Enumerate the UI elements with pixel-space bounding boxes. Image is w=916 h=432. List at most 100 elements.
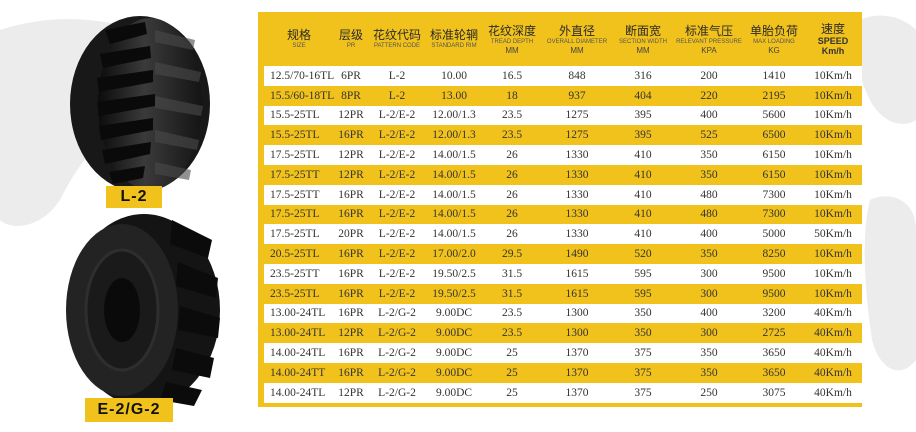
cell-ply: 20PR <box>338 228 364 241</box>
cell-pressure: 350 <box>700 347 718 360</box>
cell-size: 15.5-25TL <box>270 109 320 122</box>
cell-size: 15.5-25TL <box>270 129 320 142</box>
cell-pressure: 480 <box>700 208 718 221</box>
cell-depth: 31.5 <box>501 287 523 300</box>
l2-label: L-2 <box>106 186 162 208</box>
cell-rim: 9.00DC <box>435 386 473 399</box>
cell-diameter: 1615 <box>565 267 589 280</box>
cell-pattern: L-2/G-2 <box>378 347 416 360</box>
table-row: 13.00-24TL 16PR L-2/G-2 9.00DC 23.5 1300 350 40… <box>264 303 862 324</box>
cell-rim: 12.00/1.3 <box>432 129 476 142</box>
cell-load: 2725 <box>762 327 786 340</box>
cell-ply: 16PR <box>338 267 364 280</box>
cell-speed: 10Km/h <box>814 208 852 221</box>
cell-speed: 10Km/h <box>814 168 852 181</box>
cell-width: 410 <box>634 208 652 221</box>
cell-ply: 12PR <box>338 109 364 122</box>
cell-width: 595 <box>634 267 652 280</box>
cell-speed: 10Km/h <box>814 69 852 82</box>
cell-diameter: 1275 <box>565 129 589 142</box>
cell-ply: 16PR <box>338 129 364 142</box>
cell-pattern: L-2/E-2 <box>378 287 416 300</box>
cell-ply: 16PR <box>338 366 364 379</box>
cell-depth: 23.5 <box>501 307 523 320</box>
cell-size: 14.00-24TL <box>270 386 326 399</box>
table-row: 23.5-25TT 16PR L-2/E-2 19.50/2.5 31.5 1615 595… <box>264 263 862 284</box>
cell-load: 5000 <box>762 228 786 241</box>
cell-depth: 26 <box>506 168 518 181</box>
cell-pattern: L-2/E-2 <box>378 109 416 122</box>
cell-pattern: L-2/E-2 <box>378 228 416 241</box>
cell-diameter: 1370 <box>565 347 589 360</box>
cell-width: 410 <box>634 168 652 181</box>
cell-ply: 16PR <box>338 287 364 300</box>
cell-rim: 14.00/1.5 <box>432 149 476 162</box>
cell-pressure: 350 <box>700 168 718 181</box>
cell-load: 7300 <box>762 188 786 201</box>
cell-ply: 6PR <box>341 69 361 82</box>
cell-rim: 14.00/1.5 <box>432 168 476 181</box>
cell-diameter: 1370 <box>565 386 589 399</box>
cell-load: 3075 <box>762 386 786 399</box>
table-row: 15.5-25TL 12PR L-2/E-2 12.00/1.3 23.5 1275 395… <box>264 105 862 126</box>
cell-pressure: 350 <box>700 366 718 379</box>
cell-diameter: 1330 <box>565 168 589 181</box>
cell-size: 13.00-24TL <box>270 327 326 340</box>
cell-pressure: 400 <box>700 109 718 122</box>
cell-diameter: 1275 <box>565 109 589 122</box>
cell-width: 520 <box>634 248 652 261</box>
cell-width: 375 <box>634 366 652 379</box>
cell-load: 9500 <box>762 287 786 300</box>
cell-width: 350 <box>634 327 652 340</box>
cell-diameter: 1330 <box>565 228 589 241</box>
cell-size: 14.00-24TT <box>270 366 326 379</box>
cell-ply: 12PR <box>338 149 364 162</box>
cell-depth: 25 <box>506 366 518 379</box>
cell-diameter: 1490 <box>565 248 589 261</box>
cell-load: 3200 <box>762 307 786 320</box>
cell-ply: 16PR <box>338 347 364 360</box>
cell-width: 375 <box>634 386 652 399</box>
cell-width: 350 <box>634 307 652 320</box>
cell-load: 8250 <box>762 248 786 261</box>
cell-rim: 9.00DC <box>435 307 473 320</box>
cell-diameter: 937 <box>568 89 586 102</box>
cell-speed: 40Km/h <box>814 307 852 320</box>
cell-depth: 23.5 <box>501 129 523 142</box>
cell-speed: 10Km/h <box>814 248 852 261</box>
cell-depth: 25 <box>506 386 518 399</box>
cell-width: 410 <box>634 149 652 162</box>
l2-tire-image <box>70 16 210 192</box>
e2g2-tire-image <box>66 214 220 406</box>
cell-size: 17.5-25TL <box>270 208 320 221</box>
cell-load: 1410 <box>762 69 786 82</box>
table-row: 14.00-24TL 12PR L-2/G-2 9.00DC 25 1370 375 250 3… <box>264 382 862 403</box>
table-row: 17.5-25TL 12PR L-2/E-2 14.00/1.5 26 1330 410 35… <box>264 145 862 165</box>
cell-pattern: L-2/E-2 <box>378 267 416 280</box>
cell-pattern: L-2/E-2 <box>378 149 416 162</box>
table-row: 14.00-24TT 16PR L-2/G-2 9.00DC 25 1370 375 350 3… <box>264 362 862 383</box>
header-speed: 速度 SPEED Km/h <box>817 22 849 56</box>
cell-depth: 31.5 <box>501 267 523 280</box>
cell-pattern: L-2/G-2 <box>378 386 416 399</box>
cell-rim: 14.00/1.5 <box>432 228 476 241</box>
cell-speed: 10Km/h <box>814 188 852 201</box>
cell-rim: 19.50/2.5 <box>432 287 476 300</box>
header-size: 规格 SIZE <box>286 28 311 49</box>
cell-speed: 10Km/h <box>814 129 852 142</box>
cell-pressure: 200 <box>700 69 718 82</box>
cell-speed: 10Km/h <box>814 267 852 280</box>
cell-size: 12.5/70-16TL <box>270 69 334 82</box>
table-row: 17.5-25TL 20PR L-2/E-2 14.00/1.5 26 1330 410 40… <box>264 224 862 245</box>
cell-rim: 12.00/1.3 <box>432 109 476 122</box>
e2g2-label: E-2/G-2 <box>85 398 173 422</box>
cell-depth: 29.5 <box>501 248 523 261</box>
cell-diameter: 1300 <box>565 327 589 340</box>
cell-size: 17.5-25TL <box>270 228 320 241</box>
cell-load: 3650 <box>762 366 786 379</box>
tire-spec-table-container: 规格 SIZE 层级 PR 花纹代码 PATTERN CODE 标准轮辋 STANDAR… <box>258 12 862 407</box>
cell-pattern: L-2 <box>388 89 406 102</box>
cell-pattern: L-2/G-2 <box>378 327 416 340</box>
cell-width: 316 <box>634 69 652 82</box>
table-row: 20.5-25TL 16PR L-2/E-2 17.00/2.0 29.5 1490 520… <box>264 244 862 264</box>
